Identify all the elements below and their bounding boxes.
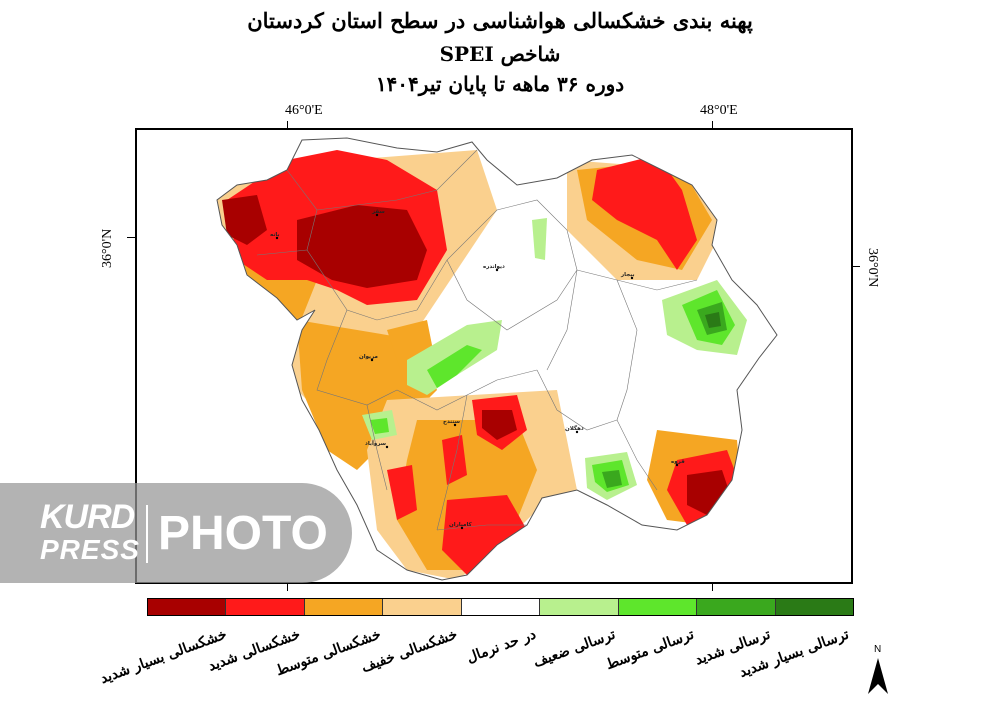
latitude-label-right: 36°0'N bbox=[865, 248, 880, 288]
legend-swatch-severe-wet bbox=[697, 599, 776, 615]
longitude-label-48: 48°0'E bbox=[700, 103, 738, 118]
svg-text:بیجار: بیجار bbox=[620, 272, 635, 278]
svg-text:دیواندره: دیواندره bbox=[483, 264, 505, 270]
svg-text:سقز: سقز bbox=[371, 209, 385, 215]
legend-swatch-mild-drought bbox=[383, 599, 462, 615]
legend-swatch-mild-wet bbox=[540, 599, 619, 615]
legend-label-moderate-wet: ترسالی متوسط bbox=[603, 626, 696, 674]
tick-right-36 bbox=[852, 266, 860, 267]
watermark-separator bbox=[146, 505, 148, 563]
map-title: پهنه بندی خشکسالی هواشناسی در سطح استان … bbox=[247, 8, 753, 33]
longitude-label-46: 46°0'E bbox=[285, 103, 323, 118]
svg-text:سروآباد: سروآباد bbox=[365, 439, 386, 447]
tick-bottom-48 bbox=[712, 583, 713, 591]
legend-swatch-extreme-wet bbox=[775, 599, 853, 615]
legend-label-mild-wet: ترسالی ضعیف bbox=[531, 626, 618, 671]
legend-label-extreme-drought: خشکسالی بسیار شدید bbox=[98, 626, 229, 688]
svg-text:دهگلان: دهگلان bbox=[565, 425, 584, 432]
drought-map: سقز بانه دیواندره بیجار مریوان سنندج سرو… bbox=[216, 137, 778, 581]
legend-swatch-moderate-drought bbox=[304, 599, 384, 615]
north-label: N bbox=[874, 644, 882, 655]
north-arrow-icon bbox=[868, 658, 888, 694]
watermark-brand-top: KURD bbox=[40, 498, 135, 536]
tick-bottom-46 bbox=[287, 583, 288, 591]
watermark-banner bbox=[0, 483, 352, 583]
svg-text:قروه: قروه bbox=[671, 459, 685, 465]
legend-swatch-severe-drought bbox=[226, 599, 305, 615]
watermark-brand-bottom: PRESS bbox=[40, 534, 140, 565]
map-subtitle-period: دوره ۳۶ ماهه تا پایان تیر۱۴۰۴ bbox=[375, 72, 625, 96]
legend-color-bar bbox=[147, 598, 854, 616]
legend-swatch-normal bbox=[461, 599, 541, 615]
map-subtitle-index: شاخص SPEI bbox=[439, 42, 561, 66]
legend-swatch-extreme-drought bbox=[148, 599, 227, 615]
latitude-label-left: 36°0'N bbox=[100, 228, 115, 268]
tick-top-48 bbox=[712, 121, 713, 129]
svg-text:بانه: بانه bbox=[270, 232, 280, 238]
legend-label-normal: در حد نرمال bbox=[464, 626, 538, 667]
legend-swatch-moderate-wet bbox=[618, 599, 698, 615]
svg-text:کامیاران: کامیاران bbox=[449, 521, 473, 528]
tick-top-46 bbox=[287, 121, 288, 129]
watermark-photo-text: PHOTO bbox=[158, 507, 328, 560]
svg-text:مریوان: مریوان bbox=[359, 354, 378, 360]
tick-left-36 bbox=[127, 237, 135, 238]
map-frame: سقز بانه دیواندره بیجار مریوان سنندج سرو… bbox=[135, 128, 853, 584]
svg-text:سنندج: سنندج bbox=[443, 419, 460, 425]
